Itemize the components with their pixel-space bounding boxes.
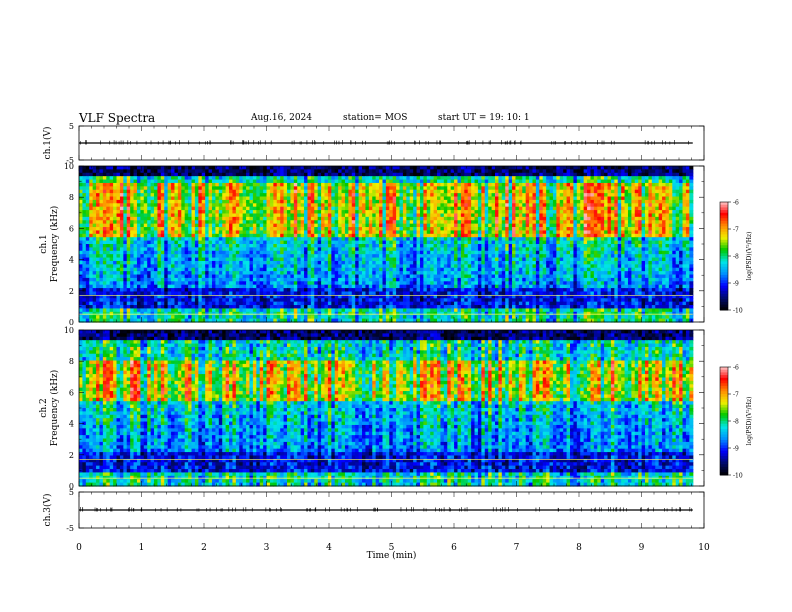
y-tick-label: 10 bbox=[64, 162, 74, 171]
colorbar-ch1: -6 -7 -8 -9 -10 log(PSD)(V²/Hz) bbox=[719, 200, 753, 315]
y-tick-label: 2 bbox=[69, 287, 74, 296]
y-tick-label: 2 bbox=[69, 451, 74, 460]
colorbar-label: log(PSD)(V²/Hz) bbox=[746, 232, 753, 281]
y-tick-label: 0 bbox=[69, 482, 74, 491]
x-tick-label: 5 bbox=[389, 543, 395, 553]
date-label: Aug.16, 2024 bbox=[251, 113, 312, 123]
start-time-label: start UT = 19: 10: 1 bbox=[438, 113, 530, 123]
x-tick-label: 3 bbox=[264, 543, 270, 553]
ch2-frequency-label: Frequency (kHz) bbox=[49, 370, 60, 447]
ch1-voltage-label: ch.1(V) bbox=[42, 127, 53, 160]
colorbar-tick-label: -10 bbox=[733, 473, 743, 480]
colorbar-tick-label: -8 bbox=[733, 419, 739, 426]
ch2-channel-label: ch.2 bbox=[39, 398, 49, 417]
x-tick-label: 7 bbox=[514, 543, 520, 553]
ch1-channel-label: ch.1 bbox=[39, 234, 49, 253]
x-tick-label: 6 bbox=[451, 543, 457, 553]
x-tick-label: 1 bbox=[139, 543, 145, 553]
chart-title: VLF Spectra bbox=[79, 111, 156, 125]
colorbar-tick-label: -10 bbox=[733, 308, 743, 315]
colorbar-label: log(PSD)(V²/Hz) bbox=[746, 397, 753, 446]
y-tick-label: 10 bbox=[64, 326, 74, 335]
y-tick-label: -5 bbox=[66, 524, 74, 533]
x-tick-label: 8 bbox=[576, 543, 582, 553]
y-tick-label: 8 bbox=[69, 357, 74, 366]
y-tick-label: -5 bbox=[66, 156, 74, 165]
x-tick-label: 9 bbox=[639, 543, 645, 553]
x-tick-label: 10 bbox=[698, 543, 710, 553]
y-tick-label: 4 bbox=[69, 420, 74, 429]
colorbar-tick-label: -7 bbox=[733, 392, 739, 399]
colorbar-tick-label: -9 bbox=[733, 446, 739, 453]
spectrogram-ch1 bbox=[79, 166, 694, 323]
ch1-frequency-label: Frequency (kHz) bbox=[49, 206, 60, 283]
y-tick-label: 8 bbox=[69, 193, 74, 202]
spectrogram-ch2 bbox=[79, 330, 694, 487]
y-tick-label: 5 bbox=[69, 488, 74, 497]
y-tick-label: 6 bbox=[69, 388, 74, 397]
x-tick-label: 4 bbox=[326, 543, 332, 553]
ch3-voltage-label: ch.3(V) bbox=[42, 494, 53, 527]
y-tick-label: 0 bbox=[69, 318, 74, 327]
y-tick-label: 4 bbox=[69, 256, 74, 265]
colorbar-tick-label: -6 bbox=[733, 200, 739, 207]
y-tick-label: 6 bbox=[69, 224, 74, 233]
x-tick-label: 2 bbox=[201, 543, 207, 553]
colorbar-tick-label: -9 bbox=[733, 281, 739, 288]
colorbar-tick-label: -8 bbox=[733, 254, 739, 261]
colorbar-tick-label: -6 bbox=[733, 365, 739, 372]
colorbar-tick-label: -7 bbox=[733, 227, 739, 234]
y-tick-label: 5 bbox=[69, 122, 74, 131]
x-tick-label: 0 bbox=[76, 543, 82, 553]
x-axis-label: Time (min) bbox=[367, 550, 417, 561]
colorbar-ch2: -6 -7 -8 -9 -10 log(PSD)(V²/Hz) bbox=[719, 365, 753, 480]
station-label: station= MOS bbox=[343, 113, 408, 123]
